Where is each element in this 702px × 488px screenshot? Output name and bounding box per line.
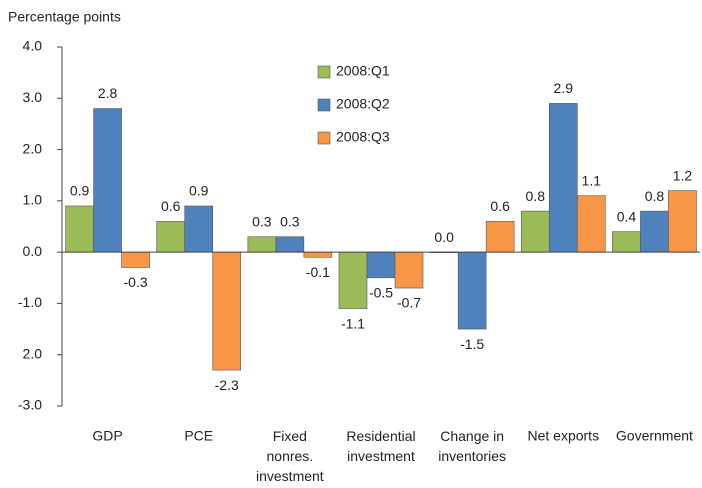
bar	[65, 205, 94, 253]
x-tick-label: Residential investment	[346, 428, 415, 464]
x-tick-label: Change in inventories	[438, 428, 506, 464]
y-tick-label: -3.0	[18, 397, 42, 413]
data-label: 0.9	[70, 183, 90, 199]
bar	[247, 236, 277, 253]
bar	[612, 231, 641, 253]
y-tick-label: -1.0	[18, 294, 42, 310]
data-label: -1.1	[341, 315, 365, 331]
data-label: -0.3	[124, 274, 148, 290]
data-label: 0.8	[645, 188, 665, 204]
legend-swatch	[317, 131, 331, 145]
legend-label: 2008:Q3	[336, 129, 390, 145]
bar	[93, 108, 122, 253]
data-label: -0.1	[306, 264, 330, 280]
bar	[184, 205, 214, 253]
y-tick-label: 2.0	[23, 345, 43, 361]
data-label: 0.4	[617, 208, 637, 224]
legend-label: 2008:Q2	[336, 96, 390, 112]
x-tick-label: Net exports	[527, 428, 599, 444]
bar	[548, 103, 578, 253]
y-tick-label: 1.0	[23, 192, 43, 208]
bar	[640, 210, 669, 253]
data-label: 0.6	[161, 198, 181, 214]
bar	[156, 221, 186, 253]
data-label: 2.9	[554, 80, 574, 96]
data-label: 1.2	[673, 167, 693, 183]
y-axis-title: Percentage points	[8, 9, 121, 25]
bar	[576, 195, 606, 253]
bar	[121, 251, 150, 268]
y-tick-label: 4.0	[23, 38, 43, 54]
x-tick-label: Fixed nonres. investment	[256, 428, 324, 484]
data-label: -1.5	[460, 336, 484, 352]
bar	[668, 190, 697, 253]
x-tick-label: PCE	[184, 428, 213, 444]
y-tick-label: 3.0	[23, 89, 43, 105]
bar	[303, 251, 333, 258]
y-tick-label: 2.0	[23, 140, 43, 156]
bar	[212, 251, 242, 371]
data-label: 0.8	[526, 188, 546, 204]
data-label: 0.9	[189, 183, 209, 199]
legend-swatch	[317, 65, 331, 79]
data-label: 0.6	[490, 198, 510, 214]
data-label: 2.8	[98, 85, 118, 101]
data-label: -2.3	[215, 377, 239, 393]
bar	[366, 251, 396, 279]
bar	[275, 236, 305, 253]
data-label: -0.5	[369, 284, 393, 300]
legend-label: 2008:Q1	[336, 63, 390, 79]
bar	[520, 210, 550, 253]
data-label: -0.7	[397, 295, 421, 311]
bar	[485, 221, 515, 253]
x-tick-label: Government	[616, 428, 693, 444]
legend-swatch	[317, 98, 331, 112]
data-label: 0.0	[434, 229, 454, 245]
data-label: 1.1	[582, 172, 602, 188]
bar	[338, 251, 368, 309]
bar	[394, 251, 424, 289]
data-label: 0.3	[280, 213, 300, 229]
y-tick-label: 0.0	[23, 243, 43, 259]
data-label: 0.3	[252, 213, 272, 229]
x-tick-label: GDP	[92, 428, 122, 444]
bar	[457, 251, 487, 330]
